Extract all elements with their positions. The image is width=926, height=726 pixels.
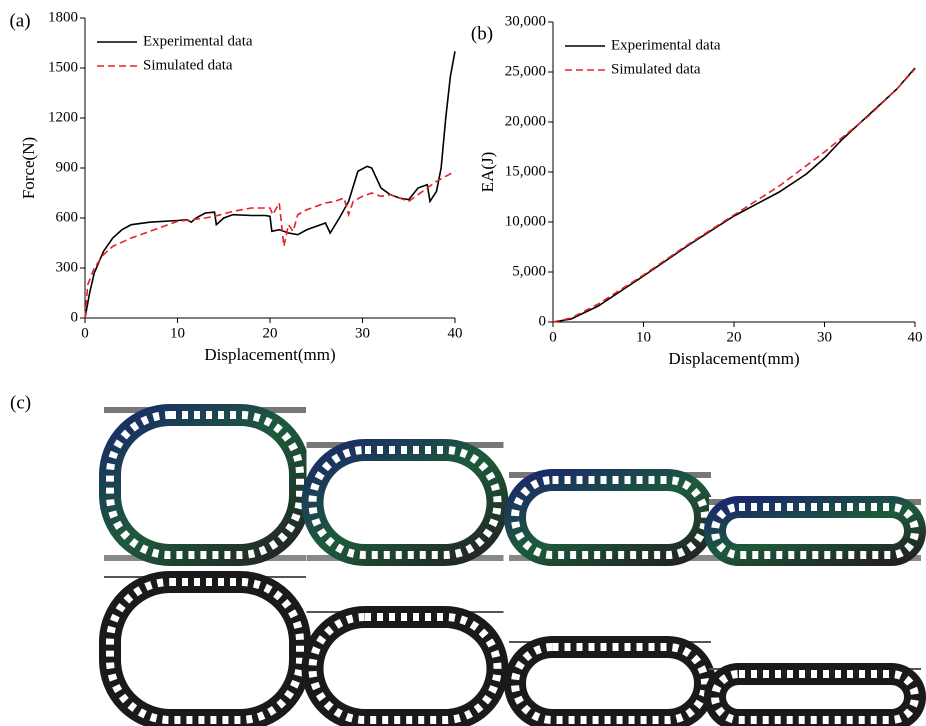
y-tick-label: 30,000 [505,13,546,29]
ring [99,571,311,726]
y-tick-label: 1800 [48,9,78,25]
x-axis-title: Displacement(mm) [204,345,335,364]
y-tick-label: 900 [56,159,79,175]
y-tick-label: 1200 [48,109,78,125]
panel-label: (b) [471,23,493,44]
panel-label: (c) [10,392,31,413]
y-tick-label: 300 [56,259,79,275]
x-tick-label: 20 [263,325,278,341]
x-tick-label: 0 [81,325,89,341]
legend-label: Experimental data [143,33,253,49]
ring-cells [511,476,709,559]
y-tick-label: 10,000 [505,213,546,229]
ring [301,606,509,726]
series-line [552,67,916,323]
y-axis-title: EA(J) [478,152,497,193]
y-tick-label: 15,000 [505,163,546,179]
x-tick-label: 30 [817,329,832,345]
x-tick-label: 30 [355,325,370,341]
y-axis-title: Force(N) [19,137,38,199]
legend-label: Simulated data [611,61,701,77]
panel-label: (a) [9,10,30,31]
ring-cells [511,643,709,724]
ring-cells [711,670,919,724]
y-tick-label: 20,000 [505,113,546,129]
ring-cells [711,503,919,559]
x-tick-label: 0 [549,329,557,345]
ring [704,663,926,726]
y-tick-label: 1500 [48,59,78,75]
ring-cells [308,613,502,724]
y-tick-label: 0 [539,313,547,329]
y-tick-label: 600 [56,209,79,225]
series-line [84,170,456,319]
y-tick-label: 25,000 [505,63,546,79]
ring-cells [308,446,502,559]
y-tick-label: 0 [71,309,79,325]
x-tick-label: 10 [636,329,651,345]
series-line [84,51,456,319]
x-axis-title: Displacement(mm) [668,349,799,368]
ring-cells [106,411,304,559]
legend-label: Experimental data [611,37,721,53]
ring [504,636,716,726]
x-tick-label: 10 [170,325,185,341]
ring-cells [106,578,304,724]
x-tick-label: 20 [727,329,742,345]
y-tick-label: 5,000 [512,263,546,279]
legend-label: Simulated data [143,57,233,73]
series-line [552,68,916,323]
x-tick-label: 40 [908,329,923,345]
x-tick-label: 40 [448,325,463,341]
